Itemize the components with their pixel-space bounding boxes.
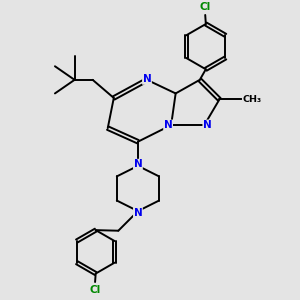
Text: Cl: Cl: [200, 2, 211, 11]
Text: Cl: Cl: [89, 286, 101, 296]
Text: N: N: [164, 120, 172, 130]
Text: CH₃: CH₃: [242, 95, 262, 104]
Text: N: N: [203, 120, 212, 130]
Text: N: N: [142, 74, 152, 84]
Text: N: N: [134, 159, 142, 169]
Text: N: N: [134, 208, 142, 218]
